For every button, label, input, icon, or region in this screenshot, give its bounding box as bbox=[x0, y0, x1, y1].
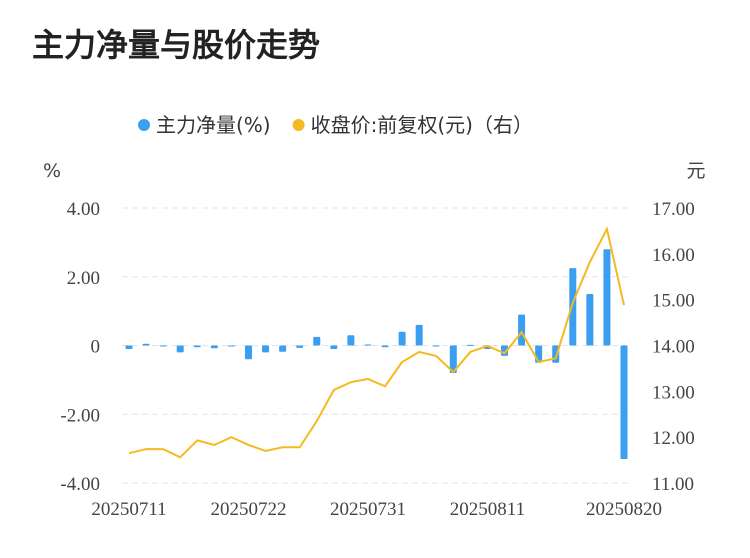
y-tick-label: 2.00 bbox=[67, 268, 100, 289]
legend-label: 主力净量(%) bbox=[156, 113, 271, 137]
chart-title: 主力净量与股价走势 bbox=[32, 26, 320, 64]
x-tick-label: 20250820 bbox=[586, 499, 662, 520]
legend-label: 收盘价:前复权(元)（右） bbox=[311, 113, 533, 137]
x-tick-label: 20250731 bbox=[330, 499, 406, 520]
legend-marker bbox=[292, 119, 305, 131]
price-line bbox=[128, 226, 625, 459]
y2-tick-label: 11.00 bbox=[652, 474, 694, 495]
bar bbox=[364, 344, 372, 346]
bar bbox=[518, 314, 526, 346]
y2-axis-label: 元 bbox=[686, 160, 705, 182]
bar bbox=[586, 293, 594, 346]
y2-tick-label: 15.00 bbox=[652, 291, 695, 312]
y2-tick-label: 14.00 bbox=[652, 337, 695, 358]
y-tick-label: 0 bbox=[91, 337, 101, 358]
bar bbox=[381, 345, 389, 348]
y2-tick-label: 17.00 bbox=[652, 199, 695, 220]
bar bbox=[296, 345, 304, 348]
bar bbox=[313, 336, 321, 346]
bar bbox=[449, 345, 457, 373]
x-tick-label: 20250711 bbox=[91, 499, 166, 520]
bar bbox=[262, 345, 270, 353]
x-tick-label: 20250811 bbox=[450, 499, 525, 520]
bar bbox=[398, 331, 406, 346]
bar bbox=[125, 345, 133, 349]
y-tick-label: -2.00 bbox=[60, 405, 100, 426]
y2-tick-label: 16.00 bbox=[652, 245, 695, 266]
bar bbox=[415, 324, 423, 346]
y2-tick-label: 12.00 bbox=[652, 428, 695, 449]
bar bbox=[603, 249, 611, 346]
bar bbox=[159, 345, 167, 347]
bar bbox=[142, 343, 150, 346]
bar bbox=[330, 345, 338, 349]
bar bbox=[244, 345, 252, 360]
y-axis-label: % bbox=[43, 160, 61, 182]
x-tick-label: 20250722 bbox=[210, 499, 286, 520]
y-tick-label: 4.00 bbox=[67, 199, 100, 220]
y-tick-label: -4.00 bbox=[60, 474, 100, 495]
bar bbox=[432, 345, 440, 347]
bar bbox=[279, 345, 287, 352]
bar bbox=[620, 345, 628, 459]
bar bbox=[176, 345, 184, 353]
bar bbox=[569, 268, 577, 346]
y2-tick-label: 13.00 bbox=[652, 382, 695, 403]
bar bbox=[347, 335, 355, 346]
bar bbox=[193, 345, 201, 348]
legend-marker bbox=[138, 119, 150, 131]
bar bbox=[210, 345, 218, 349]
bar bbox=[466, 344, 474, 346]
bar bbox=[227, 345, 235, 347]
